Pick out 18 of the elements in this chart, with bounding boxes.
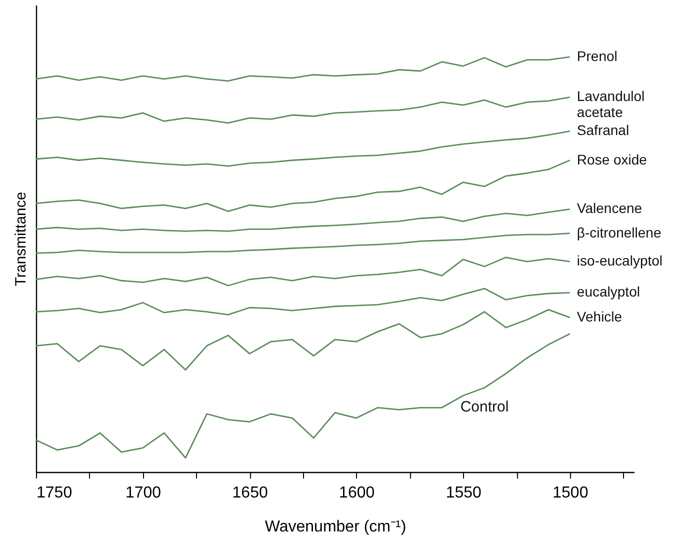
series-label: Control <box>460 398 509 416</box>
x-tick-label: 1550 <box>446 484 482 502</box>
x-tick-label: 1500 <box>552 484 588 502</box>
series-label: iso-eucalyptol <box>576 252 663 269</box>
x-tick-label: 1700 <box>125 484 162 502</box>
series-label: eucalyptol <box>576 284 640 300</box>
series-label: Rose oxide <box>576 151 648 168</box>
series-label: Prenol <box>576 48 618 64</box>
x-tick-label: 1600 <box>339 484 375 502</box>
series-label: Valencene <box>576 200 642 216</box>
series-label: Vehicle <box>576 308 622 325</box>
series-label: Safranal <box>576 122 630 138</box>
x-tick-label: 1750 <box>36 484 72 502</box>
series-label: β-citronellene <box>576 224 662 240</box>
x-axis-title: Wavenumber (cm⁻¹) <box>264 518 406 536</box>
series-label: Lavandulol acetate <box>576 88 645 120</box>
y-axis-title: Transmittance <box>12 192 30 286</box>
x-tick-label: 1650 <box>232 484 268 502</box>
